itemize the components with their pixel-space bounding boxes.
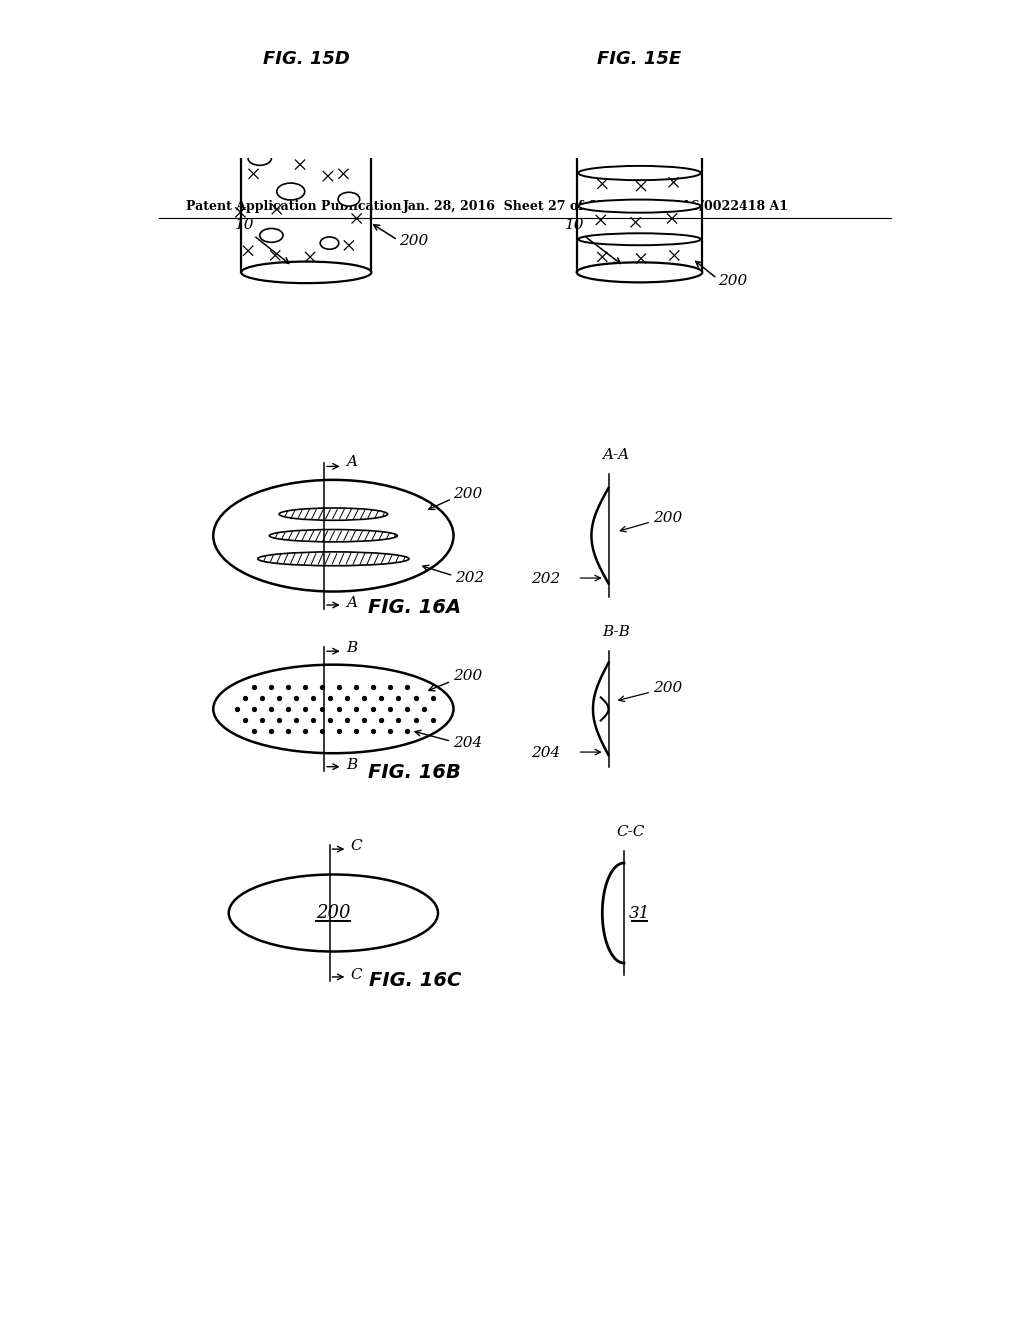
Ellipse shape — [258, 552, 409, 566]
Text: C: C — [350, 840, 362, 853]
Text: 200: 200 — [399, 235, 428, 248]
Text: 200: 200 — [316, 904, 350, 921]
Ellipse shape — [276, 183, 305, 201]
Text: FIG. 16B: FIG. 16B — [369, 763, 461, 783]
Ellipse shape — [248, 152, 271, 165]
Ellipse shape — [577, 95, 702, 119]
Ellipse shape — [579, 234, 700, 246]
Text: Jan. 28, 2016  Sheet 27 of 63: Jan. 28, 2016 Sheet 27 of 63 — [403, 199, 606, 213]
Text: 200: 200 — [652, 681, 682, 696]
Ellipse shape — [213, 480, 454, 591]
Text: B: B — [346, 642, 357, 655]
Ellipse shape — [579, 199, 700, 213]
Ellipse shape — [579, 166, 700, 180]
Text: FIG. 16A: FIG. 16A — [369, 598, 462, 616]
Ellipse shape — [321, 238, 339, 249]
Text: 200: 200 — [453, 669, 482, 684]
Ellipse shape — [213, 665, 454, 754]
Text: 10: 10 — [234, 218, 254, 232]
Ellipse shape — [338, 193, 359, 206]
Ellipse shape — [280, 508, 388, 520]
Ellipse shape — [308, 143, 328, 156]
Ellipse shape — [260, 228, 283, 243]
Text: 202: 202 — [531, 573, 560, 586]
Text: B-B: B-B — [602, 624, 630, 639]
Ellipse shape — [579, 132, 700, 148]
Ellipse shape — [241, 261, 372, 284]
Text: FIG. 16C: FIG. 16C — [369, 972, 461, 990]
Text: B: B — [346, 758, 357, 772]
Ellipse shape — [228, 875, 438, 952]
Text: C: C — [350, 969, 362, 982]
Text: A: A — [346, 455, 356, 470]
Text: FIG. 15E: FIG. 15E — [597, 50, 682, 69]
Ellipse shape — [270, 111, 295, 127]
Ellipse shape — [577, 263, 702, 282]
Ellipse shape — [269, 529, 397, 543]
Text: 200: 200 — [454, 487, 482, 502]
Text: 202: 202 — [455, 572, 484, 585]
Text: 31: 31 — [629, 904, 650, 921]
Text: 204: 204 — [453, 737, 482, 751]
Text: A-A: A-A — [602, 447, 630, 462]
Text: US 2016/0022418 A1: US 2016/0022418 A1 — [640, 199, 787, 213]
Text: 204: 204 — [531, 746, 560, 760]
Text: 200: 200 — [719, 273, 748, 288]
Text: 10: 10 — [564, 218, 584, 232]
Text: Patent Application Publication: Patent Application Publication — [186, 199, 401, 213]
Text: C-C: C-C — [616, 825, 645, 840]
Text: A: A — [346, 597, 356, 610]
Text: FIG. 15D: FIG. 15D — [263, 50, 349, 69]
Text: 200: 200 — [652, 511, 682, 525]
Ellipse shape — [241, 95, 372, 119]
